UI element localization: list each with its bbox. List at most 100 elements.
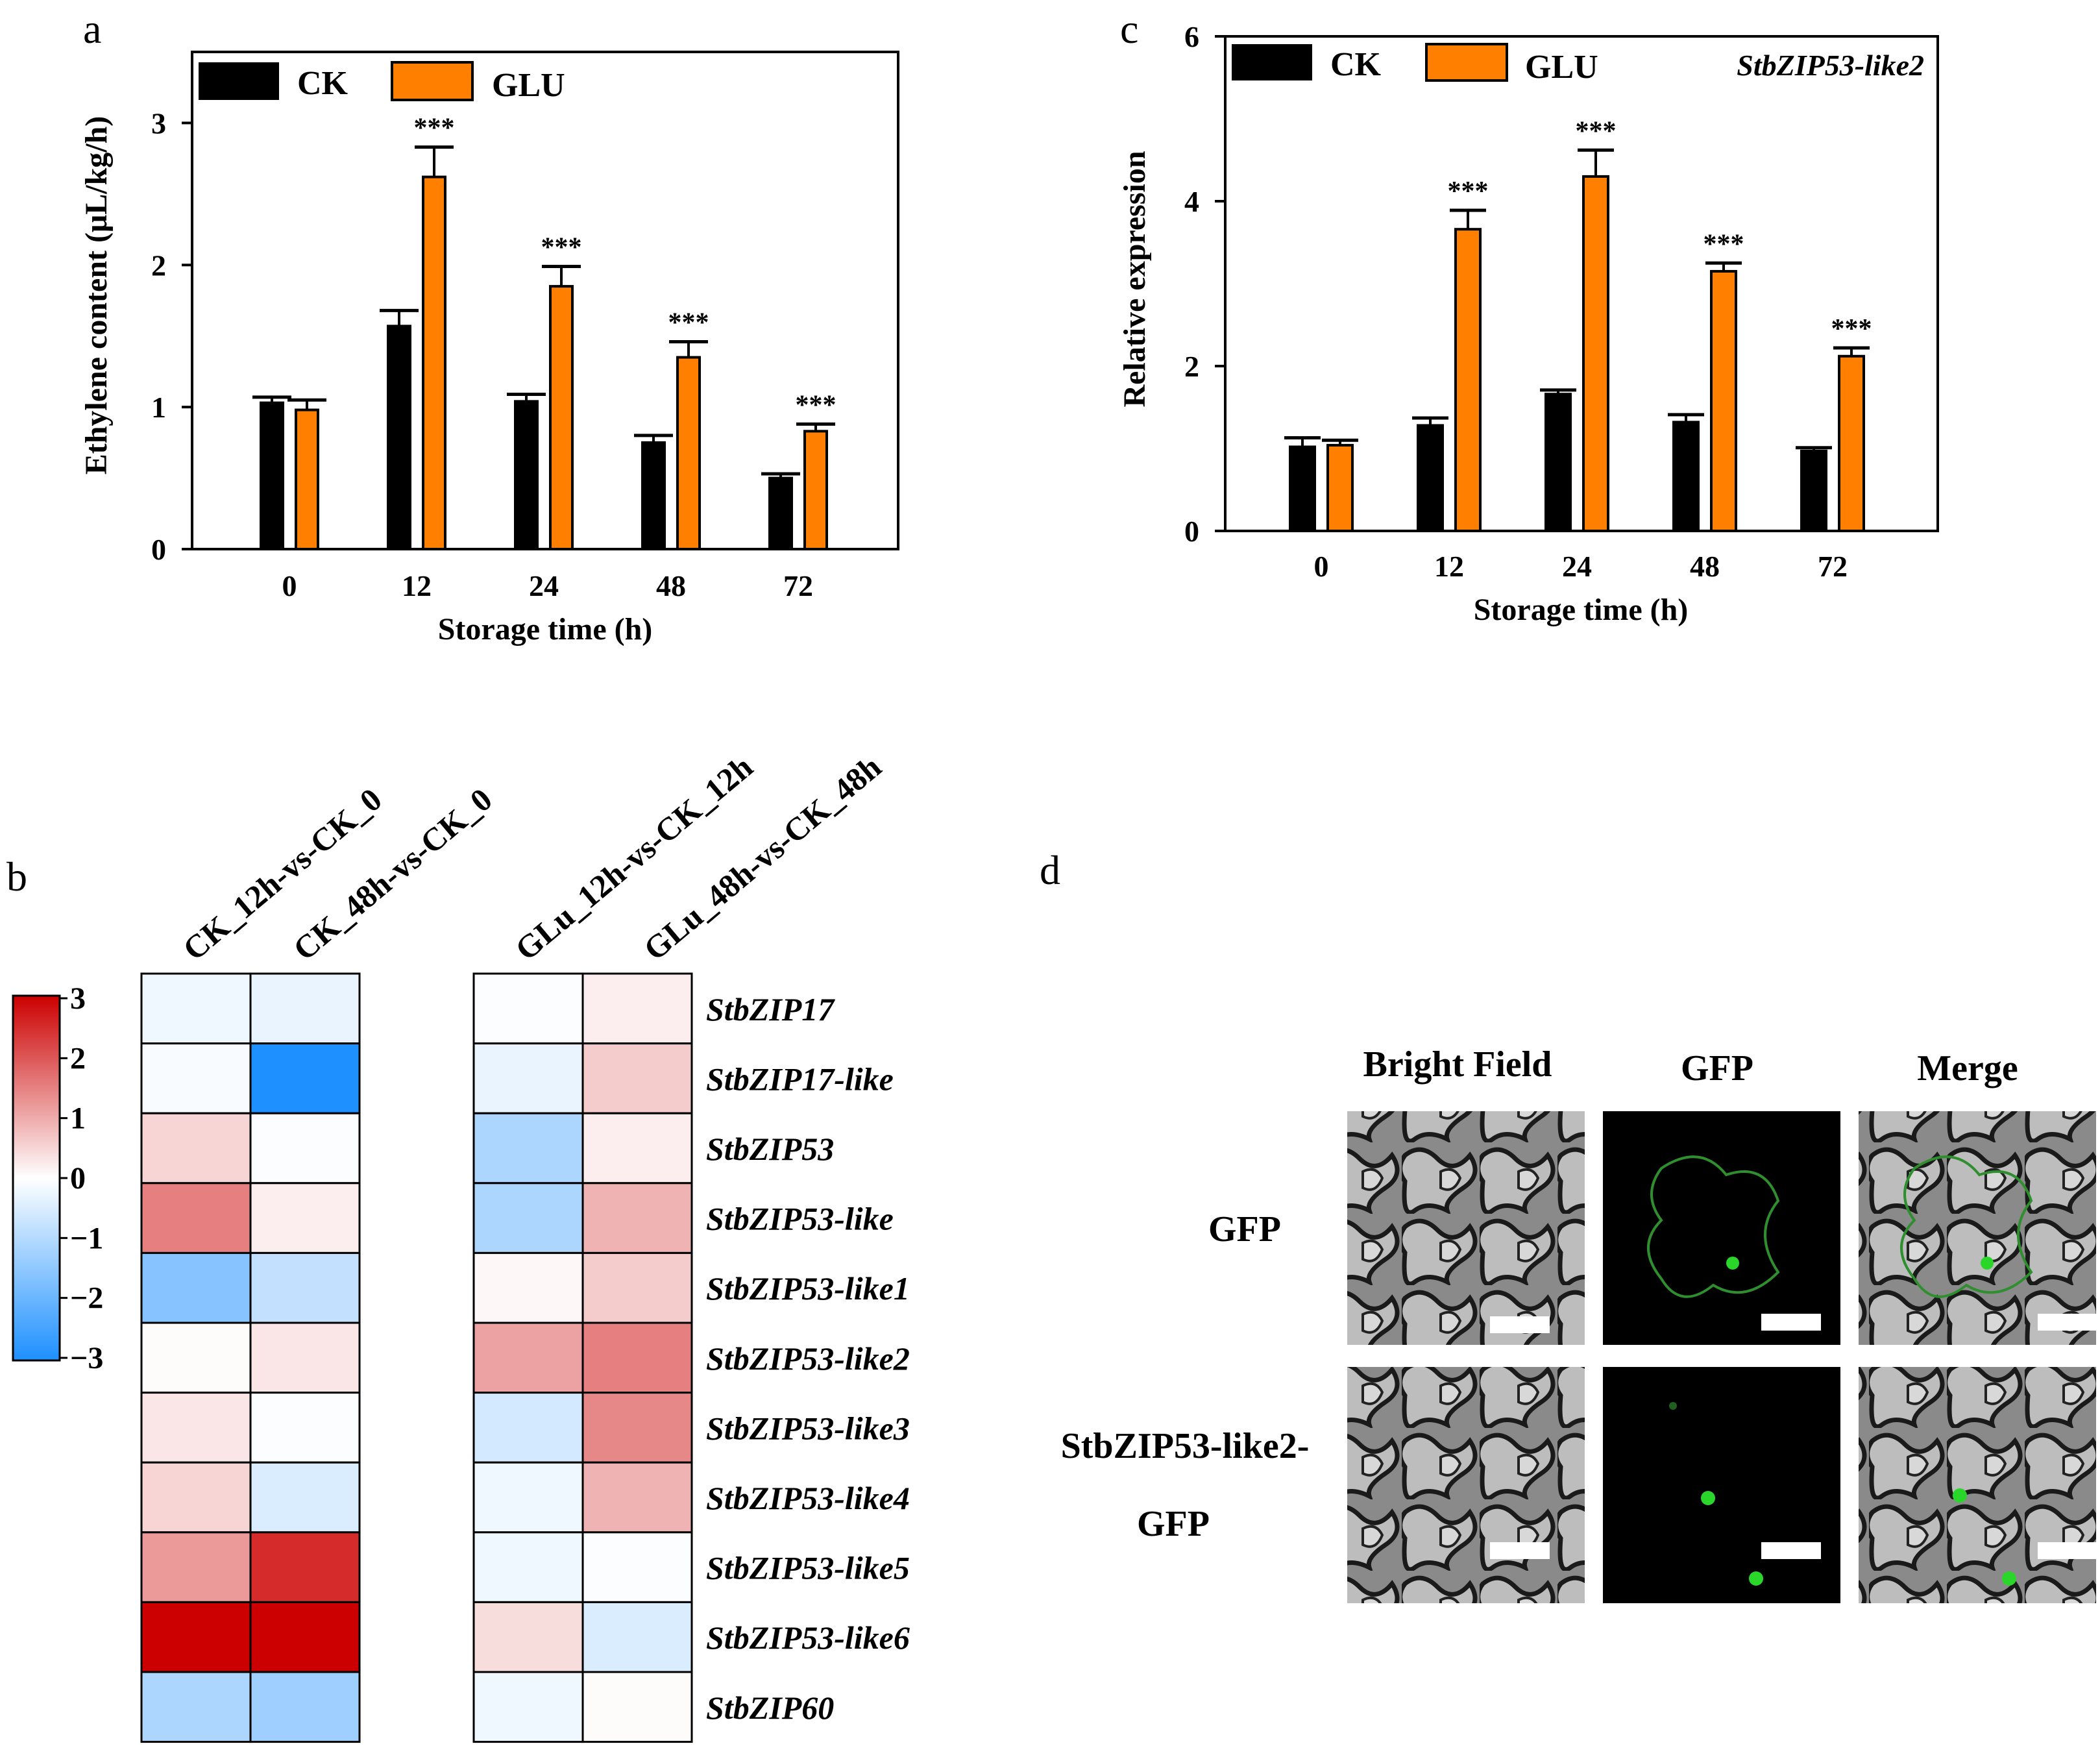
y-tick-label: 4 <box>1184 185 1199 218</box>
bar-ck-72 <box>1800 449 1827 532</box>
colorbar-ticks: 3 2 1 0 −1 −2 −3 <box>60 981 103 1375</box>
heatmap-cell-StbZIP53-like3-GLu_48h-vs-CK_48h <box>581 1392 693 1464</box>
heatmap-right-block <box>472 972 693 1743</box>
y-tick-label: 1 <box>151 391 166 424</box>
heatmap-cell-StbZIP53-CK_12h-vs-CK_0 <box>140 1112 252 1185</box>
bar-ck-24 <box>1544 393 1572 532</box>
heatmap-cell-StbZIP53-like2-CK_12h-vs-CK_0 <box>140 1322 252 1394</box>
heatmap-cell-StbZIP53-like1-CK_48h-vs-CK_0 <box>249 1251 361 1324</box>
heatmap-cell-StbZIP53-like2-GLu_48h-vs-CK_48h <box>581 1322 693 1394</box>
legend-label-glu-a: GLU <box>492 67 565 104</box>
heatmap-cell-StbZIP53-like6-CK_48h-vs-CK_0 <box>249 1601 361 1673</box>
heatmap-cell-StbZIP17-like-CK_48h-vs-CK_0 <box>249 1042 361 1114</box>
panel-label-c: c <box>1120 6 1138 52</box>
heatmap-cell-StbZIP53-CK_48h-vs-CK_0 <box>249 1112 361 1185</box>
heatmap-cell-StbZIP53-like4-CK_12h-vs-CK_0 <box>140 1461 252 1534</box>
heatmap-cell-StbZIP17-CK_12h-vs-CK_0 <box>140 972 252 1045</box>
heatmap-cell-StbZIP17-GLu_48h-vs-CK_48h <box>581 972 693 1045</box>
colorbar-tick-label: 2 <box>70 1041 86 1076</box>
bar-glu-48 <box>676 356 701 550</box>
heatmap-cell-StbZIP53-like-GLu_48h-vs-CK_48h <box>581 1182 693 1254</box>
legend-swatch-glu-c <box>1425 43 1508 82</box>
bar-ck-0 <box>1289 445 1316 533</box>
heatmap-gene-labels: StbZIP17 StbZIP17-like StbZIP53 StbZIP53-li… <box>706 991 910 1726</box>
heatmap-cell-StbZIP53-like3-CK_48h-vs-CK_0 <box>249 1392 361 1464</box>
heatmap-cell-StbZIP53-like5-CK_12h-vs-CK_0 <box>140 1531 252 1603</box>
bar-glu-0 <box>1326 443 1354 532</box>
col-title-gfp: GFP <box>1681 1048 1753 1088</box>
image-bright-field-gfp <box>1347 1111 1585 1345</box>
gene-label-StbZIP53-like5: StbZIP53-like5 <box>706 1550 910 1586</box>
colorbar-tick-label: −1 <box>70 1221 103 1255</box>
x-tick-label-0: 0 <box>282 569 297 602</box>
heatmap-cell-StbZIP17-GLu_12h-vs-CK_12h <box>472 972 584 1045</box>
significance-12: *** <box>1448 177 1489 206</box>
gene-label-StbZIP53-like: StbZIP53-like <box>706 1201 894 1237</box>
panel-label-a: a <box>83 6 101 52</box>
gene-label-StbZIP53-like6: StbZIP53-like6 <box>706 1619 910 1656</box>
column-label-CK_12h-vs-CK_0: CK_12h-vs-CK_0 <box>176 781 389 968</box>
row-label-construct-line2: GFP <box>1137 1504 1210 1544</box>
significance-48: *** <box>668 308 709 338</box>
gene-label-StbZIP17-like: StbZIP17-like <box>706 1061 894 1097</box>
gene-label-StbZIP53: StbZIP53 <box>706 1131 834 1167</box>
heatmap-cell-StbZIP53-like1-GLu_12h-vs-CK_12h <box>472 1251 584 1324</box>
x-tick-label-48: 48 <box>656 569 686 602</box>
col-title-merge: Merge <box>1917 1048 2018 1088</box>
y-axis-title-c: Relative expression <box>1117 151 1152 407</box>
bzip-heatmap: StbZIP17 StbZIP17-like StbZIP53 StbZIP53-li… <box>12 748 910 1743</box>
y-tick-label: 2 <box>1184 350 1199 383</box>
heatmap-cell-StbZIP53-like6-GLu_12h-vs-CK_12h <box>472 1601 584 1673</box>
significance-48: *** <box>1703 229 1744 259</box>
significance-72: *** <box>796 390 836 420</box>
plot-frame-c <box>1224 35 1939 532</box>
bar-ck-48 <box>641 441 666 550</box>
bar-ck-0 <box>260 401 284 550</box>
y-tick-label: 3 <box>151 106 166 140</box>
heatmap-cell-StbZIP53-like-CK_48h-vs-CK_0 <box>249 1182 361 1254</box>
row-label-construct-line1: StbZIP53-like2- <box>1061 1426 1310 1466</box>
heatmap-cell-StbZIP53-like2-CK_48h-vs-CK_0 <box>249 1322 361 1394</box>
image-merge-gfp <box>1859 1111 2096 1345</box>
x-tick-label-24: 24 <box>529 569 559 602</box>
gene-label-StbZIP53-like1: StbZIP53-like1 <box>706 1270 910 1307</box>
heatmap-cell-StbZIP17-like-CK_12h-vs-CK_0 <box>140 1042 252 1114</box>
col-title-bright-field: Bright Field <box>1363 1044 1552 1085</box>
heatmap-cell-StbZIP17-CK_48h-vs-CK_0 <box>249 972 361 1045</box>
heatmap-cell-StbZIP53-like2-GLu_12h-vs-CK_12h <box>472 1322 584 1394</box>
significance-12: *** <box>414 114 455 143</box>
image-gfp-gfp <box>1603 1111 1840 1345</box>
heatmap-left-block <box>140 972 361 1743</box>
y-tick-label: 0 <box>1184 515 1199 548</box>
plot-frame-a <box>191 51 899 550</box>
x-tick-label-24: 24 <box>1562 550 1592 583</box>
heatmap-cell-StbZIP17-like-GLu_12h-vs-CK_12h <box>472 1042 584 1114</box>
heatmap-cell-StbZIP53-GLu_12h-vs-CK_12h <box>472 1112 584 1185</box>
gene-label-StbZIP60: StbZIP60 <box>706 1690 834 1726</box>
image-gfp-construct <box>1603 1367 1840 1603</box>
heatmap-cell-StbZIP53-like-CK_12h-vs-CK_0 <box>140 1182 252 1254</box>
heatmap-cell-StbZIP53-like6-CK_12h-vs-CK_0 <box>140 1601 252 1673</box>
y-axis-ticks-c: 0 2 4 6 <box>1184 20 1225 548</box>
panel-label-b: b <box>6 854 27 900</box>
y-tick-label: 6 <box>1184 20 1199 53</box>
heatmap-cell-StbZIP17-like-GLu_48h-vs-CK_48h <box>581 1042 693 1114</box>
significance-24: *** <box>1576 116 1617 146</box>
colorbar-tick-label: −2 <box>70 1281 103 1316</box>
x-tick-label-0: 0 <box>1314 550 1329 583</box>
x-tick-label-12: 12 <box>1434 550 1464 583</box>
heatmap-cell-StbZIP60-CK_48h-vs-CK_0 <box>249 1671 361 1743</box>
heatmap-cell-StbZIP53-like3-CK_12h-vs-CK_0 <box>140 1392 252 1464</box>
heatmap-column-labels: CK_12h-vs-CK_0CK_48h-vs-CK_0 GLu_12h-vs-C… <box>176 748 888 968</box>
gene-label-StbZIP53-like2: StbZIP53-like2 <box>706 1340 910 1377</box>
heatmap-cell-StbZIP53-like-GLu_12h-vs-CK_12h <box>472 1182 584 1254</box>
bar-ck-72 <box>768 476 793 550</box>
bar-glu-72 <box>803 430 828 550</box>
x-tick-label-12: 12 <box>402 569 432 602</box>
colorbar-tick-label: −3 <box>70 1341 103 1375</box>
gene-label-StbZIP53-like4: StbZIP53-like4 <box>706 1480 910 1516</box>
x-axis-title-c: Storage time (h) <box>1474 593 1689 627</box>
heatmap-cell-StbZIP60-CK_12h-vs-CK_0 <box>140 1671 252 1743</box>
heatmap-cell-StbZIP53-like4-GLu_48h-vs-CK_48h <box>581 1461 693 1534</box>
